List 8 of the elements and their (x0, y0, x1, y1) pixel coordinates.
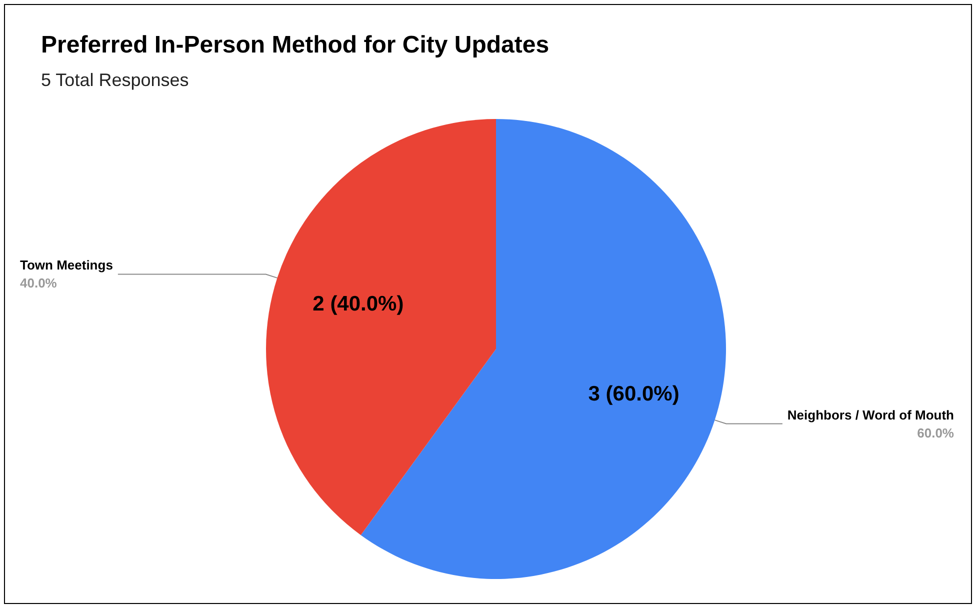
slice-label: Town Meetings (20, 258, 113, 273)
chart-subtitle: 5 Total Responses (41, 70, 189, 90)
data-label: 2 (40.0%) (312, 292, 404, 316)
chart-title: Preferred In-Person Method for City Updates (41, 32, 550, 58)
slice-label: Neighbors / Word of Mouth (787, 407, 954, 422)
text: 60.0% (917, 425, 954, 440)
data-label: 3 (60.0%) (588, 382, 680, 406)
text: 40.0% (20, 276, 57, 291)
